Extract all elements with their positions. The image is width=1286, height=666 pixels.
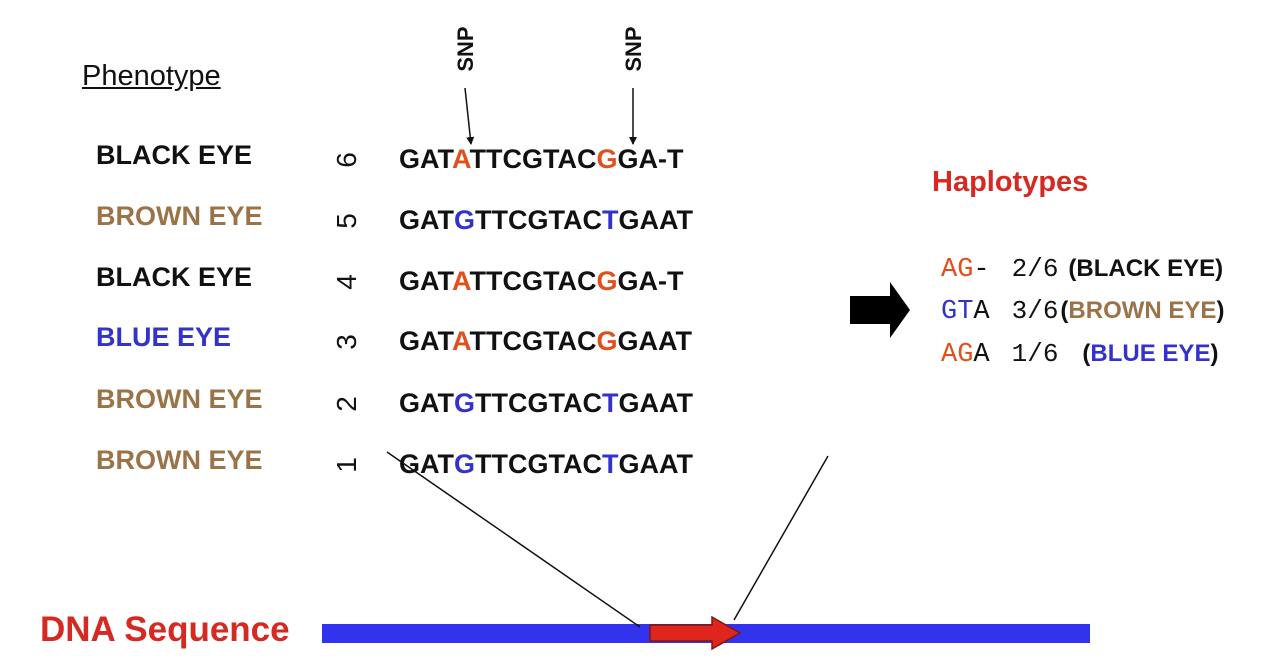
haplotype-allele: A (973, 297, 990, 327)
haplotype-allele: G (941, 297, 958, 327)
haplotype-allele: A (941, 340, 958, 370)
haplotype-allele: G (957, 255, 974, 285)
snp-base: G (596, 144, 618, 174)
snp-base: T (602, 388, 619, 418)
sequence-segment: GAAT (618, 205, 694, 235)
sequence-segment: GAT (399, 326, 452, 356)
phenotype-label: BLUE EYE (96, 322, 232, 352)
phenotype-label: BROWN EYE (96, 384, 263, 414)
sequence-segment: TTCGTAC (469, 266, 597, 296)
haplotype-allele: T (957, 297, 974, 327)
zoom-line-left (386, 451, 641, 628)
dna-sequence-row: GATGTTCGTACTGAAT (399, 449, 693, 480)
dna-sequence-row: GATGTTCGTACTGAAT (399, 205, 693, 236)
haplotype-phenotype: (BROWN EYE) (1060, 297, 1225, 324)
sequence-segment: GAT (399, 449, 454, 479)
haplotype-row: AG- 2/6 (BLACK EYE) (941, 252, 1223, 285)
haplotype-phenotype: (BLUE EYE) (1082, 340, 1219, 367)
gene-red-arrow (649, 615, 742, 651)
dna-sequence-row: GATATTCGTACGGA-T (399, 144, 683, 175)
haplotype-row: GTA 3/6(BROWN EYE) (941, 294, 1224, 327)
sequence-segment: GAAT (618, 449, 694, 479)
sequence-segment: GAT (399, 388, 454, 418)
dna-sequence-row: GATATTCGTACGGAAT (399, 326, 692, 357)
sequence-segment: GAT (399, 266, 452, 296)
snp-base: A (452, 326, 470, 356)
phenotype-label: BLACK EYE (96, 140, 253, 170)
haplotype-phenotype: (BLACK EYE) (1068, 255, 1224, 282)
snp-base: G (454, 388, 476, 418)
haplotype-fraction: 1/6 (1011, 339, 1059, 369)
snp-base: G (454, 449, 476, 479)
dna-sequence-row: GATGTTCGTACTGAAT (399, 388, 693, 419)
haplotype-fraction: 3/6 (1011, 296, 1059, 326)
haplotype-code: AGA (941, 340, 990, 370)
haplotype-allele: A (941, 255, 958, 285)
sequence-segment: GAT (399, 144, 452, 174)
haplotype-phenotype-text: BLACK EYE (1076, 255, 1216, 282)
right-arrow-icon (850, 282, 910, 338)
snp-base: A (452, 266, 470, 296)
haplotype-row: AGA 1/6 (BLUE EYE) (941, 337, 1218, 370)
snp-pointer-arrow-1 (464, 87, 475, 145)
sequence-segment: GAAT (618, 388, 694, 418)
dna-sequence-row: GATATTCGTACGGA-T (399, 266, 683, 297)
zoom-line-right (733, 455, 829, 621)
sequence-segment: TTCGTAC (475, 205, 602, 235)
sequence-segment: GA-T (617, 144, 684, 174)
haplotype-code: AG- (941, 255, 990, 285)
haplotype-allele: G (957, 340, 974, 370)
snp-base: G (454, 205, 476, 235)
phenotype-label: BROWN EYE (96, 201, 263, 231)
sequence-segment: TTCGTAC (475, 449, 602, 479)
dna-sequence-label: DNA Sequence (40, 610, 290, 649)
sequence-segment: GAT (399, 205, 454, 235)
phenotype-title: Phenotype (82, 60, 221, 92)
snp-base: T (602, 449, 619, 479)
haplotype-phenotype-text: BLUE EYE (1090, 340, 1211, 367)
phenotype-label: BROWN EYE (96, 445, 263, 475)
snp-base: G (596, 326, 618, 356)
snp-base: T (602, 205, 619, 235)
sequence-segment: GA-T (617, 266, 684, 296)
sequence-segment: GAAT (617, 326, 693, 356)
haplotype-phenotype-text: BROWN EYE (1068, 297, 1217, 324)
haplotype-fraction: 2/6 (1011, 254, 1059, 284)
phenotype-label: BLACK EYE (96, 262, 253, 292)
sequence-segment: TTCGTAC (469, 326, 597, 356)
sequence-segment: TTCGTAC (475, 388, 602, 418)
sequence-segment: TTCGTAC (469, 144, 597, 174)
haplotypes-title: Haplotypes (932, 166, 1089, 198)
haplotype-allele: A (973, 340, 990, 370)
snp-base: A (452, 144, 470, 174)
snp-base: G (596, 266, 618, 296)
haplotype-code: GTA (941, 297, 990, 327)
haplotype-allele: - (973, 255, 990, 285)
